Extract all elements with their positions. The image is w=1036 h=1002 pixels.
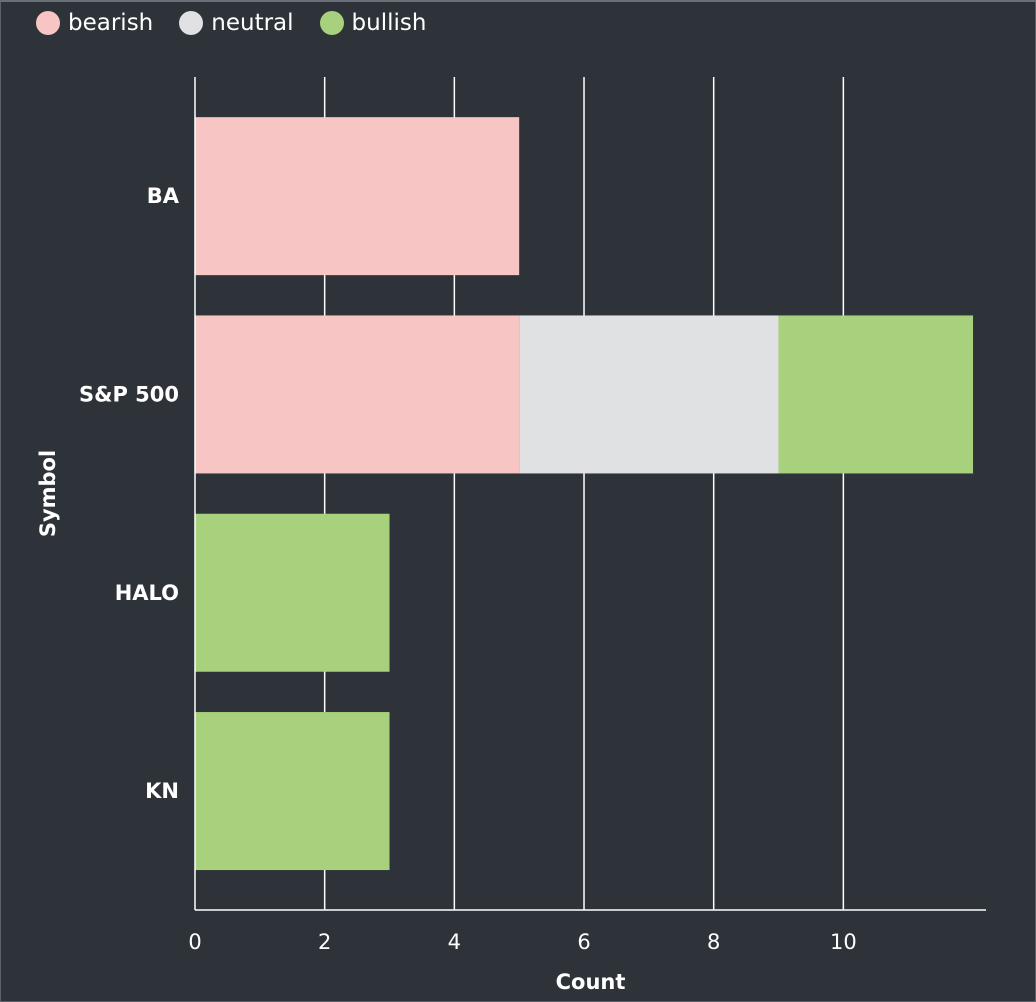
bar-neutral-s-p-500[interactable]	[519, 315, 779, 474]
x-tick-label-0: 0	[188, 930, 201, 954]
bar-bearish-s-p-500[interactable]	[195, 315, 520, 474]
legend-item-bullish[interactable]: bullish	[319, 8, 427, 38]
x-axis-title: Count	[556, 970, 626, 994]
bar-bearish-ba[interactable]	[195, 117, 520, 276]
legend-swatch-neutral	[179, 11, 204, 35]
x-tick-label-10: 10	[830, 930, 857, 954]
legend-label-bullish: bullish	[351, 10, 427, 36]
y-category-label-halo: HALO	[115, 581, 179, 605]
x-tick-label-4: 4	[448, 930, 461, 954]
y-category-label-kn: KN	[145, 779, 179, 803]
x-tick-label-2: 2	[318, 930, 331, 954]
bar-bullish-kn[interactable]	[195, 712, 390, 871]
x-tick-label-8: 8	[707, 930, 720, 954]
y-category-label-ba: BA	[147, 184, 180, 208]
x-tick-label-6: 6	[577, 930, 590, 954]
legend-swatch-bearish	[36, 11, 60, 35]
legend-label-bearish: bearish	[68, 10, 154, 36]
legend-item-bearish[interactable]: bearish	[36, 8, 153, 38]
bar-bullish-s-p-500[interactable]	[778, 315, 974, 474]
legend-swatch-bullish	[319, 11, 344, 35]
legend: bearish neutral bullish	[36, 8, 452, 38]
y-category-label-s-p-500: S&P 500	[79, 382, 179, 406]
y-axis-title: Symbol	[36, 450, 60, 537]
bar-bullish-halo[interactable]	[195, 513, 390, 672]
legend-label-neutral: neutral	[211, 10, 294, 36]
legend-item-neutral[interactable]: neutral	[179, 8, 294, 38]
